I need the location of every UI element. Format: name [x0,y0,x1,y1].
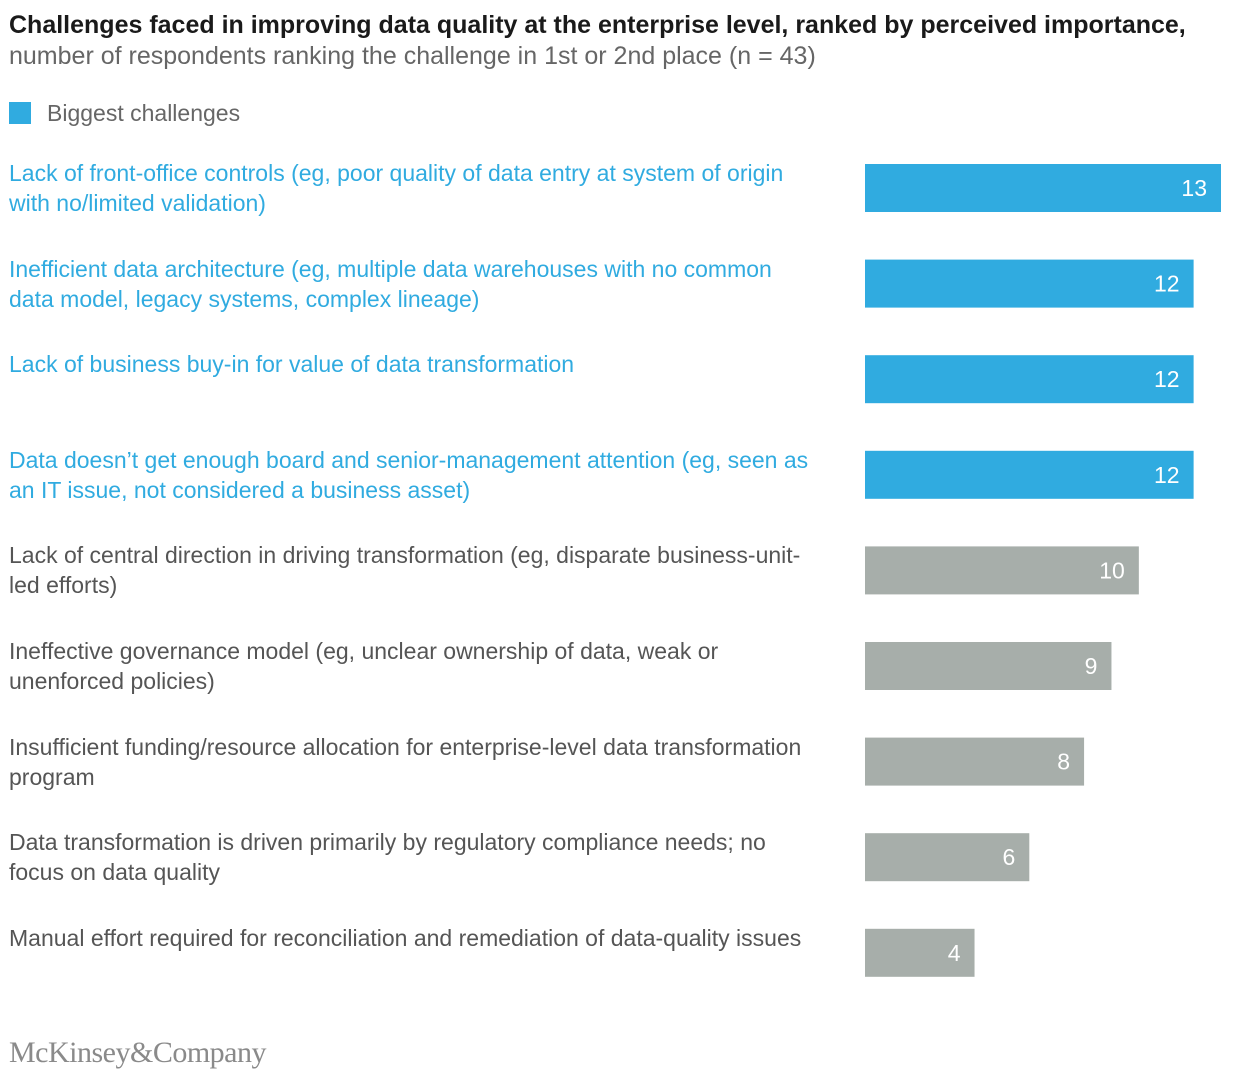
category-label-6: Ineffective governance model (eg, unclea… [9,638,719,694]
legend: Biggest challenges [9,98,240,128]
category-label-4: Data doesn’t get enough board and senior… [9,446,809,503]
bar-2 [865,259,1194,308]
bar-3 [865,355,1194,404]
bar-value-label-8: 6 [1003,844,1016,870]
category-label-7: Insufficient funding/resource allocation… [9,733,802,790]
bar-value-label-4: 12 [1154,462,1180,488]
bar-value-label-1: 13 [1181,175,1207,201]
category-label-1: Lack of front-office controls (eg, poor … [9,160,784,216]
bar-value-label-2: 12 [1154,271,1180,297]
legend-label: Biggest challenges [47,99,241,126]
mckinsey-logo: McKinsey&Company [9,1036,266,1069]
category-label-8: Data transformation is driven primarily … [9,829,766,886]
category-label-3: Lack of business buy-in for value of dat… [9,351,575,378]
bar-5 [865,546,1139,595]
bar-value-label-6: 9 [1085,653,1098,679]
chart-title: Challenges faced in improving data quali… [9,10,1209,72]
category-label-2: Inefficient data architecture (eg, multi… [9,255,772,312]
bar-value-label-9: 4 [948,940,961,966]
bar-6 [865,642,1112,690]
category-label-5: Lack of central direction in driving tra… [9,542,801,599]
bar-value-label-7: 8 [1057,749,1070,775]
category-label-9: Manual effort required for reconciliatio… [9,924,802,951]
bar-7 [865,737,1085,786]
bar-1 [865,164,1221,212]
bar-9 [865,928,975,977]
bar-8 [865,833,1030,882]
bar-4 [865,450,1194,499]
chart-title-main: Challenges faced in improving data quali… [9,11,1186,39]
bar-value-label-3: 12 [1154,366,1180,392]
chart-subtitle: number of respondents ranking the challe… [9,42,816,70]
bar-value-label-5: 10 [1099,557,1125,583]
legend-swatch [9,102,31,124]
